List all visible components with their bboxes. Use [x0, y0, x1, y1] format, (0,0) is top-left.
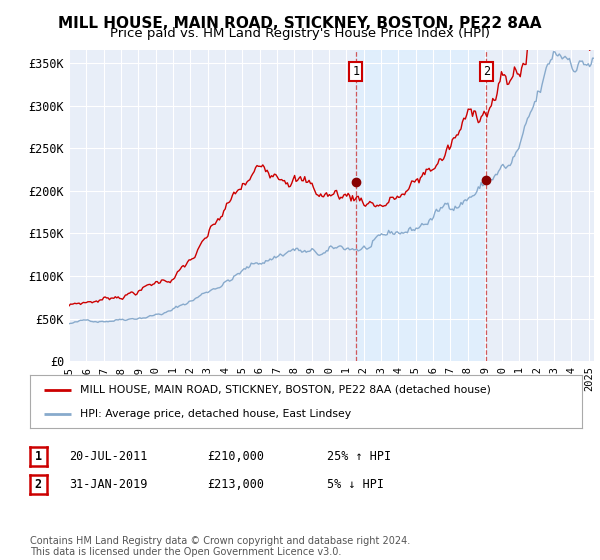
- Text: 31-JAN-2019: 31-JAN-2019: [69, 478, 148, 491]
- Text: Contains HM Land Registry data © Crown copyright and database right 2024.
This d: Contains HM Land Registry data © Crown c…: [30, 535, 410, 557]
- Text: 25% ↑ HPI: 25% ↑ HPI: [327, 450, 391, 463]
- Bar: [356, 50, 486, 361]
- Text: £213,000: £213,000: [207, 478, 264, 491]
- Text: MILL HOUSE, MAIN ROAD, STICKNEY, BOSTON, PE22 8AA (detached house): MILL HOUSE, MAIN ROAD, STICKNEY, BOSTON,…: [80, 385, 491, 395]
- Text: MILL HOUSE, MAIN ROAD, STICKNEY, BOSTON, PE22 8AA: MILL HOUSE, MAIN ROAD, STICKNEY, BOSTON,…: [58, 16, 542, 31]
- Text: 5% ↓ HPI: 5% ↓ HPI: [327, 478, 384, 491]
- Text: £210,000: £210,000: [207, 450, 264, 463]
- Text: 1: 1: [35, 450, 42, 463]
- Text: 1: 1: [352, 65, 359, 78]
- Text: 20-JUL-2011: 20-JUL-2011: [69, 450, 148, 463]
- Text: Price paid vs. HM Land Registry's House Price Index (HPI): Price paid vs. HM Land Registry's House …: [110, 27, 490, 40]
- Text: HPI: Average price, detached house, East Lindsey: HPI: Average price, detached house, East…: [80, 409, 351, 419]
- Text: 2: 2: [35, 478, 42, 491]
- Text: 2: 2: [482, 65, 490, 78]
